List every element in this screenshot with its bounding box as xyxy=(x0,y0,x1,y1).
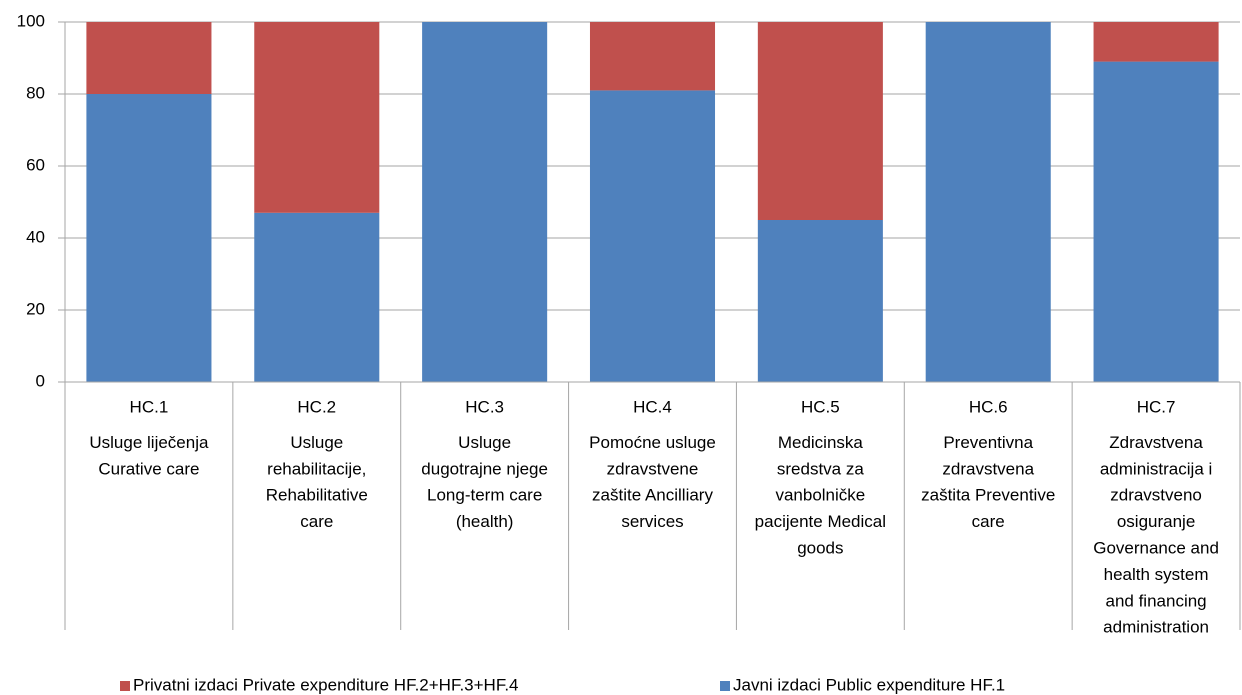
x-tick-label: administration xyxy=(1103,618,1209,637)
bar-segment xyxy=(589,22,716,91)
x-tick-label: zdravstvena xyxy=(942,459,1034,478)
legend-swatch xyxy=(720,681,730,691)
legend-swatch xyxy=(120,681,130,691)
x-tick-label: sredstva za xyxy=(777,459,864,478)
bar-segment xyxy=(589,90,716,383)
x-tick-label: care xyxy=(300,512,333,531)
x-tick-label: Medicinska xyxy=(778,433,864,452)
x-tick-label: zaštite Ancilliary xyxy=(592,486,713,505)
x-tick-label: HC.6 xyxy=(969,397,1008,416)
x-tick-label: Long-term care xyxy=(427,486,542,505)
x-tick-label: pacijente Medical xyxy=(755,512,886,531)
x-tick-label: goods xyxy=(797,538,843,557)
x-tick-label: Pomoćne usluge xyxy=(589,433,716,452)
x-tick-label: zdravstveno xyxy=(1110,486,1202,505)
x-tick-label: zaštita Preventive xyxy=(921,486,1055,505)
x-tick-label: Curative care xyxy=(98,459,199,478)
bar-segment xyxy=(86,22,212,94)
y-tick-label: 80 xyxy=(26,83,45,102)
x-tick-label: osiguranje xyxy=(1117,512,1195,531)
x-tick-label: Zdravstvena xyxy=(1109,433,1203,452)
x-tick-label: services xyxy=(621,512,683,531)
x-tick-label: vanbolničke xyxy=(775,486,865,505)
x-tick-label: Governance and xyxy=(1093,538,1219,557)
x-tick-label: HC.5 xyxy=(801,397,840,416)
bar-segment xyxy=(925,22,1051,382)
bar-segment xyxy=(254,22,380,213)
y-tick-label: 0 xyxy=(36,371,45,390)
y-tick-label: 100 xyxy=(17,11,45,30)
x-tick-label: Preventivna xyxy=(943,433,1033,452)
x-tick-label: dugotrajne njege xyxy=(421,459,548,478)
y-tick-label: 60 xyxy=(26,155,45,174)
x-tick-label: and financing xyxy=(1106,591,1207,610)
x-tick-label: (health) xyxy=(456,512,514,531)
x-tick-label: HC.3 xyxy=(465,397,504,416)
x-tick-label: rehabilitacije, xyxy=(267,459,366,478)
legend-label: Javni izdaci Public expenditure HF.1 xyxy=(733,675,1005,694)
bar-segment xyxy=(757,22,883,220)
x-tick-label: HC.7 xyxy=(1137,397,1176,416)
y-tick-label: 20 xyxy=(26,299,45,318)
x-tick-label: HC.2 xyxy=(297,397,336,416)
x-tick-label: HC.4 xyxy=(633,397,672,416)
y-tick-label: 40 xyxy=(26,227,45,246)
bar-segment xyxy=(86,94,212,382)
bar-segment xyxy=(757,220,883,382)
bar-segment xyxy=(1093,61,1219,382)
x-tick-label: HC.1 xyxy=(130,397,169,416)
x-tick-label: care xyxy=(972,512,1005,531)
x-tick-label: Usluge liječenja xyxy=(89,433,209,452)
x-tick-label: zdravstvene xyxy=(607,459,699,478)
x-tick-label: Rehabilitative xyxy=(266,486,368,505)
x-tick-label: Usluge xyxy=(290,433,343,452)
bar-segment xyxy=(422,22,548,382)
x-tick-label: Usluge xyxy=(458,433,511,452)
x-tick-label: administracija i xyxy=(1100,459,1212,478)
legend-label: Privatni izdaci Private expenditure HF.2… xyxy=(133,675,519,694)
x-tick-label: health system xyxy=(1104,565,1209,584)
bar-segment xyxy=(1093,22,1219,62)
bar-segment xyxy=(254,212,380,382)
